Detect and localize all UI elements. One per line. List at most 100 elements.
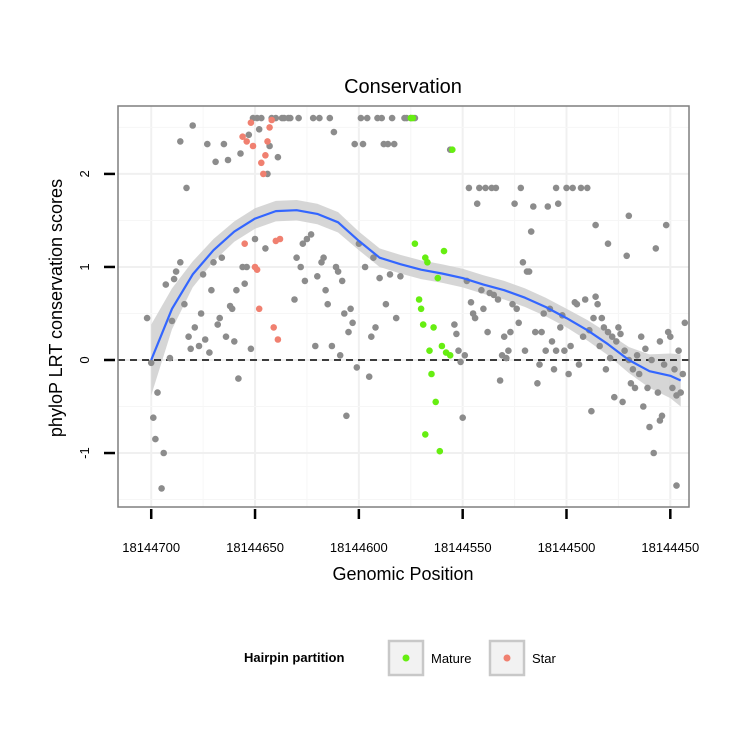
data-point xyxy=(301,277,309,285)
data-point xyxy=(247,345,255,353)
data-point xyxy=(235,375,242,382)
data-point xyxy=(341,310,348,317)
data-point xyxy=(316,114,323,122)
data-point xyxy=(519,259,527,266)
data-point xyxy=(656,338,664,345)
x-tick-label: 18144650 xyxy=(226,540,284,555)
data-point xyxy=(370,254,377,261)
data-point-mature xyxy=(436,447,444,455)
data-point xyxy=(208,286,215,294)
data-point xyxy=(147,359,155,367)
data-point xyxy=(476,184,483,192)
data-point xyxy=(150,414,157,422)
data-point xyxy=(382,300,390,308)
data-point xyxy=(330,128,338,136)
data-point xyxy=(544,203,552,210)
data-point xyxy=(650,449,657,457)
data-point xyxy=(312,342,319,350)
plot-border xyxy=(117,105,690,508)
data-point xyxy=(351,140,359,148)
data-point-mature xyxy=(411,240,419,247)
data-point xyxy=(347,305,354,313)
data-point-star xyxy=(264,138,271,145)
data-point xyxy=(511,200,518,207)
data-point xyxy=(608,333,616,341)
data-point xyxy=(500,333,508,341)
data-point-mature xyxy=(428,370,435,378)
data-point-mature xyxy=(415,296,423,303)
data-point xyxy=(199,271,207,278)
data-point xyxy=(324,300,332,308)
data-point xyxy=(552,347,560,355)
data-point xyxy=(231,338,238,345)
data-point xyxy=(592,293,599,301)
data-point xyxy=(550,366,558,373)
data-point xyxy=(143,314,151,322)
data-point xyxy=(557,324,564,331)
data-point xyxy=(596,342,603,350)
data-point-mature xyxy=(438,342,446,350)
data-point xyxy=(527,228,535,235)
data-point xyxy=(613,338,620,345)
data-point xyxy=(606,354,614,362)
data-point xyxy=(635,370,643,378)
data-point-mature xyxy=(417,305,425,313)
data-point xyxy=(233,286,240,294)
chart-title: Conservation xyxy=(344,76,462,98)
data-point xyxy=(299,240,307,247)
data-point-mature xyxy=(449,146,456,153)
data-point xyxy=(392,314,400,322)
data-point xyxy=(293,254,300,261)
data-point-star xyxy=(239,133,246,140)
data-point xyxy=(652,245,660,252)
data-point xyxy=(357,114,365,122)
data-point xyxy=(295,114,302,122)
data-point xyxy=(480,305,487,313)
legend: Hairpin partition Mature Star xyxy=(244,639,557,677)
data-point-mature xyxy=(409,114,417,122)
data-point xyxy=(334,268,342,275)
data-point xyxy=(326,114,334,122)
data-point xyxy=(210,259,217,266)
data-point xyxy=(490,291,498,299)
data-point xyxy=(241,280,248,288)
data-point xyxy=(220,140,228,148)
data-point xyxy=(287,114,294,122)
data-point xyxy=(623,252,630,260)
data-point xyxy=(611,393,618,401)
data-point xyxy=(251,235,259,243)
data-point xyxy=(359,140,367,148)
data-point xyxy=(503,354,510,362)
data-point xyxy=(343,412,350,420)
data-point xyxy=(262,245,269,252)
data-point-star xyxy=(276,235,284,243)
data-point xyxy=(386,271,394,278)
data-point xyxy=(170,275,178,283)
data-point xyxy=(168,317,176,325)
x-axis: 18144700 18144650 18144600 18144550 18144500… xyxy=(122,509,699,555)
data-point xyxy=(513,305,520,313)
data-point-star xyxy=(255,305,263,313)
data-point xyxy=(185,333,192,341)
data-point xyxy=(181,300,188,308)
data-point xyxy=(320,254,327,261)
data-point xyxy=(345,328,352,336)
y-tick-label: -1 xyxy=(77,447,92,459)
data-point xyxy=(336,352,344,359)
data-point-star xyxy=(266,124,273,131)
data-point-mature xyxy=(424,259,431,266)
data-point-star xyxy=(270,324,278,331)
data-point xyxy=(667,333,674,341)
data-point xyxy=(567,342,574,350)
data-point xyxy=(507,328,514,336)
data-point-star xyxy=(243,138,250,145)
data-point xyxy=(206,349,213,356)
data-point xyxy=(542,347,549,355)
data-point xyxy=(627,380,635,387)
data-point xyxy=(633,352,641,359)
data-point xyxy=(625,212,633,220)
data-point xyxy=(590,314,597,322)
data-point xyxy=(673,482,680,489)
data-point xyxy=(644,384,651,392)
data-point xyxy=(656,417,664,424)
